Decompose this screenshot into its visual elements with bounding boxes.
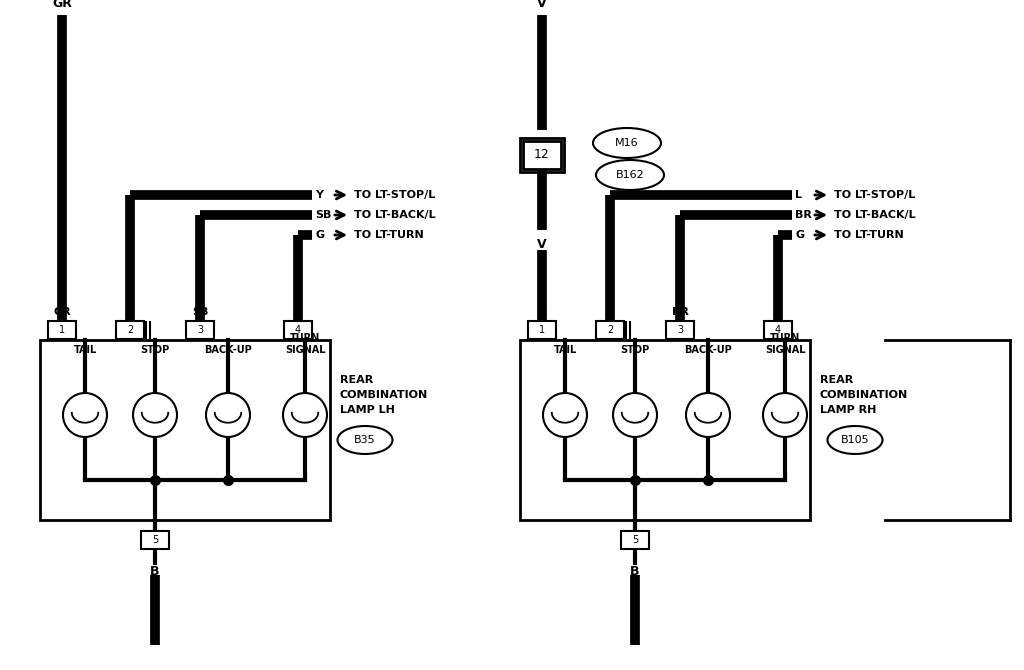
Text: TO LT-BACK/L: TO LT-BACK/L (834, 210, 915, 220)
Text: GR: GR (52, 0, 72, 10)
Ellipse shape (596, 160, 664, 190)
Circle shape (63, 393, 106, 437)
Bar (764, 321, 792, 339)
Text: 2: 2 (127, 325, 133, 335)
Text: STOP: STOP (140, 345, 170, 355)
Text: TO LT-BACK/L: TO LT-BACK/L (354, 210, 435, 220)
Bar (523, 141, 561, 169)
Text: BR: BR (672, 307, 688, 317)
Text: 3: 3 (197, 325, 203, 335)
Text: GR: GR (53, 307, 71, 317)
Text: LAMP RH: LAMP RH (820, 405, 877, 415)
Circle shape (206, 393, 250, 437)
Text: REAR: REAR (820, 375, 853, 385)
Text: SB: SB (315, 210, 332, 220)
Text: TO LT-TURN: TO LT-TURN (354, 230, 424, 240)
Text: TO LT-TURN: TO LT-TURN (834, 230, 904, 240)
Bar (520, 138, 564, 172)
Text: B162: B162 (615, 170, 644, 180)
Text: G: G (795, 230, 804, 240)
Ellipse shape (593, 128, 662, 158)
Circle shape (763, 393, 807, 437)
Text: SB: SB (191, 307, 208, 317)
Text: STOP: STOP (621, 345, 649, 355)
Bar (621, 531, 649, 549)
Bar (48, 321, 76, 339)
Text: 2: 2 (607, 325, 613, 335)
Circle shape (613, 393, 657, 437)
Text: TAIL: TAIL (74, 345, 96, 355)
Bar (666, 321, 694, 339)
Text: TAIL: TAIL (553, 345, 577, 355)
Ellipse shape (827, 426, 883, 454)
Text: B: B (630, 565, 640, 578)
Text: 12: 12 (535, 149, 550, 161)
Text: Y: Y (315, 190, 323, 200)
Text: 4: 4 (295, 325, 301, 335)
Text: BACK-UP: BACK-UP (684, 345, 732, 355)
Text: REAR: REAR (340, 375, 374, 385)
Bar (186, 321, 214, 339)
Text: 1: 1 (59, 325, 66, 335)
Text: B35: B35 (354, 435, 376, 445)
Bar (284, 321, 312, 339)
Text: 5: 5 (152, 535, 158, 545)
Text: TURN
SIGNAL: TURN SIGNAL (765, 334, 805, 355)
Circle shape (543, 393, 587, 437)
Text: M16: M16 (615, 138, 639, 148)
Bar (141, 531, 169, 549)
Text: BACK-UP: BACK-UP (204, 345, 252, 355)
Circle shape (283, 393, 327, 437)
Text: V: V (538, 307, 547, 317)
Bar (528, 321, 556, 339)
Text: 3: 3 (677, 325, 683, 335)
Text: TURN
SIGNAL: TURN SIGNAL (285, 334, 326, 355)
Text: BR: BR (795, 210, 812, 220)
Text: TO LT-STOP/L: TO LT-STOP/L (834, 190, 915, 200)
Bar (116, 321, 144, 339)
Circle shape (686, 393, 730, 437)
Text: G: G (773, 307, 782, 317)
Bar (520, 340, 810, 520)
Text: Y: Y (126, 307, 134, 317)
Circle shape (133, 393, 177, 437)
Text: G: G (294, 307, 302, 317)
Text: L: L (606, 307, 613, 317)
Text: G: G (315, 230, 325, 240)
Text: 1: 1 (539, 325, 545, 335)
Text: B: B (151, 565, 160, 578)
Text: COMBINATION: COMBINATION (820, 390, 908, 400)
Text: L: L (795, 190, 802, 200)
Text: B105: B105 (841, 435, 869, 445)
Bar (596, 321, 624, 339)
Text: 5: 5 (632, 535, 638, 545)
Text: COMBINATION: COMBINATION (340, 390, 428, 400)
Text: 4: 4 (775, 325, 781, 335)
Text: V: V (538, 0, 547, 10)
Text: TO LT-STOP/L: TO LT-STOP/L (354, 190, 435, 200)
Text: V: V (538, 238, 547, 251)
Text: LAMP LH: LAMP LH (340, 405, 395, 415)
Bar (40, 340, 330, 520)
Ellipse shape (338, 426, 392, 454)
